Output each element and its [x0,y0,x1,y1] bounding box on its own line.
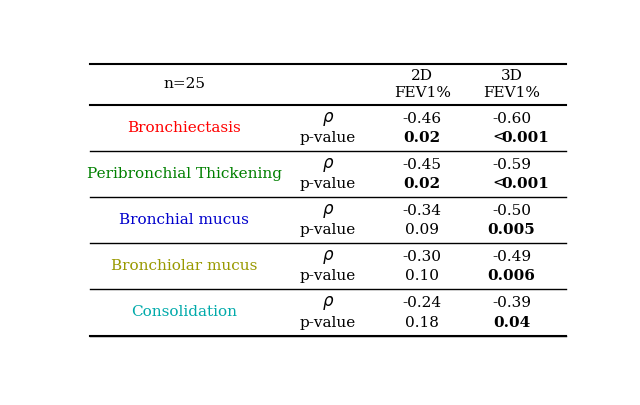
Text: p-value: p-value [300,131,356,145]
Text: $\rho$: $\rho$ [322,294,334,312]
Text: -0.30: -0.30 [403,250,442,264]
Text: <: < [492,131,505,145]
Text: <: < [492,177,505,191]
Text: $\rho$: $\rho$ [322,156,334,174]
Text: Bronchiolar mucus: Bronchiolar mucus [111,259,257,273]
Text: -0.59: -0.59 [492,158,531,172]
Text: Bronchiectasis: Bronchiectasis [127,121,241,135]
Text: -0.49: -0.49 [492,250,531,264]
Text: -0.39: -0.39 [492,296,531,310]
Text: n=25: n=25 [163,77,205,92]
Text: 0.001: 0.001 [502,131,549,145]
Text: Consolidation: Consolidation [131,305,237,320]
Text: 0.02: 0.02 [404,131,441,145]
Text: 0.04: 0.04 [493,315,530,330]
Text: Bronchial mucus: Bronchial mucus [119,213,249,227]
Text: Peribronchial Thickening: Peribronchial Thickening [86,167,282,181]
Text: -0.46: -0.46 [403,112,442,126]
Text: 0.005: 0.005 [488,223,536,237]
Text: -0.45: -0.45 [403,158,442,172]
Text: 2D
FEV1%: 2D FEV1% [394,69,451,100]
Text: $\rho$: $\rho$ [322,202,334,220]
Text: 0.001: 0.001 [502,177,549,191]
Text: 0.09: 0.09 [405,223,439,237]
Text: p-value: p-value [300,177,356,191]
Text: -0.34: -0.34 [403,204,442,218]
Text: $\rho$: $\rho$ [322,248,334,266]
Text: 3D
FEV1%: 3D FEV1% [483,69,540,100]
Text: 0.18: 0.18 [405,315,439,330]
Text: 0.10: 0.10 [405,269,439,283]
Text: p-value: p-value [300,269,356,283]
Text: p-value: p-value [300,315,356,330]
Text: 0.006: 0.006 [488,269,536,283]
Text: p-value: p-value [300,223,356,237]
Text: 0.02: 0.02 [404,177,441,191]
Text: -0.24: -0.24 [403,296,442,310]
Text: -0.60: -0.60 [492,112,531,126]
Text: $\rho$: $\rho$ [322,110,334,128]
Text: -0.50: -0.50 [492,204,531,218]
